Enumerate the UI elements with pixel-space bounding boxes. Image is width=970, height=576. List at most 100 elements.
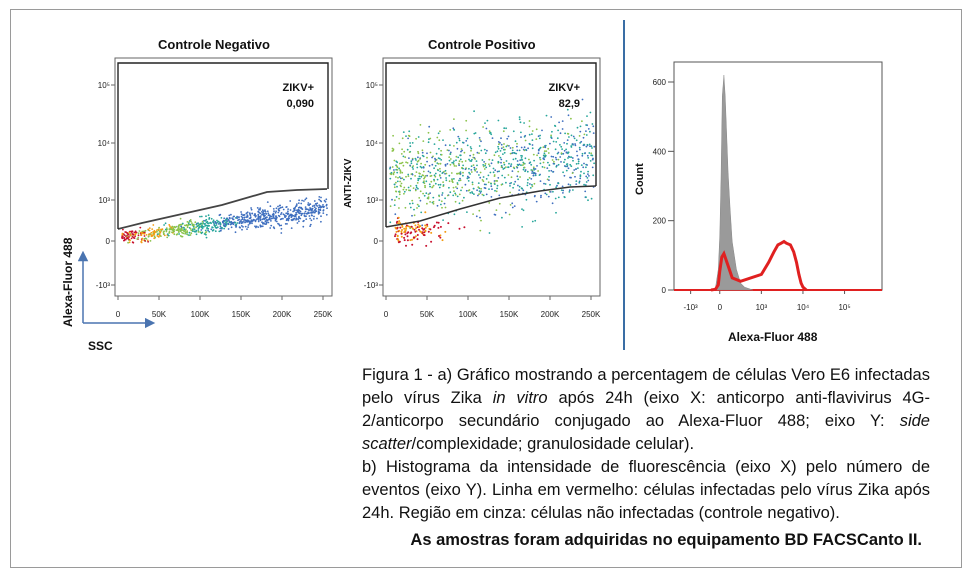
panel2-event-dot (402, 155, 405, 158)
panel2-event-dot (420, 162, 422, 165)
panel2-event-dot (555, 141, 558, 143)
panel1-event-dot (266, 216, 268, 219)
panel2-event-dot (540, 196, 542, 199)
panel1-event-dot (280, 227, 283, 230)
panel1-event-dot (186, 224, 189, 227)
panel1-event-dot (235, 226, 237, 228)
panel2-event-dot (524, 157, 527, 160)
panel2-event-dot (408, 135, 411, 138)
panel2-event-dot (418, 175, 421, 178)
panel1-event-dot (228, 214, 231, 217)
panel2-event-dot (413, 208, 415, 211)
panel2-event-dot (531, 139, 534, 141)
panel2-event-dot (550, 136, 553, 139)
panel2-event-dot (499, 142, 501, 144)
panel2-event-dot (415, 171, 418, 173)
panel2-event-dot (498, 194, 501, 197)
panel2-event-dot (589, 160, 592, 162)
panel1-event-dot (144, 239, 146, 242)
panel2-event-dot (511, 149, 514, 152)
panel2-event-dot (500, 183, 503, 186)
panel2-event-dot (416, 238, 419, 241)
panel1-event-dot (152, 224, 155, 226)
panel2-event-dot (420, 211, 423, 214)
panel1-event-dot (247, 226, 250, 229)
panel2-event-dot (400, 182, 403, 185)
panel2-event-dot (477, 194, 479, 197)
panel1-event-dot (270, 220, 272, 222)
panel2-event-dot (475, 168, 478, 170)
panel1-axes-frame (114, 57, 333, 297)
panel2-event-dot (463, 151, 466, 154)
panel2-event-dot (485, 183, 487, 186)
panel2-event-dot (453, 190, 455, 193)
panel2-event-dot (512, 130, 515, 133)
panel2-event-dot (557, 182, 560, 185)
panel2-event-dot (581, 152, 584, 155)
panel2-event-dot (523, 146, 526, 149)
panel2-event-dot (544, 183, 547, 185)
panel2-event-dot (551, 159, 554, 161)
panel1-event-dot (214, 220, 217, 223)
panel2-event-dot (557, 151, 560, 154)
panel2-event-dot (479, 176, 482, 179)
panel1-event-dot (240, 225, 243, 227)
panel2-event-dot (570, 117, 572, 120)
panel2-event-dot (583, 162, 585, 165)
panel1-event-dot (312, 210, 314, 213)
panel1-event-dot (165, 230, 168, 233)
panel2-event-dot (520, 146, 523, 149)
panel2-event-dot (550, 169, 553, 172)
panel2-event-dot (433, 143, 436, 145)
panel2-event-dot (428, 125, 431, 128)
panel2-event-dot (394, 235, 396, 238)
panel2-event-dot (579, 148, 581, 151)
panel2-event-dot (411, 238, 413, 241)
panel1-event-dot (277, 214, 280, 217)
panel2-event-dot (419, 199, 422, 202)
panel2-event-dot (566, 142, 568, 145)
panel1-event-dot (259, 216, 262, 219)
panel2-event-dot (501, 216, 503, 219)
panel1-event-dot (232, 223, 235, 226)
panel1-event-dot (249, 217, 252, 220)
panel1-event-dot (249, 213, 251, 216)
panel1-event-dot (312, 218, 315, 220)
panel2-event-dot (465, 189, 468, 192)
panel2-event-dot (466, 175, 469, 178)
panel2-event-dot (439, 177, 442, 179)
panel1-event-dot (131, 235, 134, 238)
panel2-event-dot (524, 139, 527, 142)
panel2-event-dot (493, 180, 496, 182)
panel1-event-dot (250, 208, 253, 211)
panel1-event-dot (240, 222, 243, 225)
panel1-event-dot (145, 238, 148, 240)
panel2-event-dot (457, 135, 460, 138)
panel2-event-dot (503, 127, 506, 130)
panel2-event-dot (557, 158, 560, 161)
panel1-event-dot (133, 231, 136, 234)
panel2-event-dot (438, 199, 441, 202)
panel1-plot: 0 50K 100K 150K 200K 250K -10³ 0 10³ 10⁴ 10⁵ (96, 57, 333, 319)
panel1-event-dot (128, 241, 131, 244)
panel1-event-dot (259, 215, 262, 218)
panel2-event-dot (418, 177, 421, 180)
panel2-event-dot (395, 190, 397, 193)
panel2-event-dot (586, 143, 589, 146)
panel1-event-dot (204, 224, 207, 227)
caption-part-b: b) Histograma da intensidade de fluoresc… (362, 458, 930, 522)
panel2-event-dot (394, 213, 397, 216)
panel2-event-dot (416, 207, 418, 209)
panel2-event-dot (487, 181, 490, 184)
panel2-event-dot (411, 227, 414, 230)
panel2-event-dot (575, 168, 577, 170)
panel1-event-dot (137, 236, 140, 239)
panel2-event-dot (444, 164, 447, 167)
panel2-event-dot (399, 222, 401, 225)
panel2-event-dot (429, 228, 432, 231)
panel2-event-dot (531, 170, 534, 173)
panel2-event-dot (555, 211, 557, 214)
panel2-event-dot (403, 186, 406, 189)
panel1-event-dot (261, 209, 264, 212)
panel2-event-dot (398, 167, 400, 170)
